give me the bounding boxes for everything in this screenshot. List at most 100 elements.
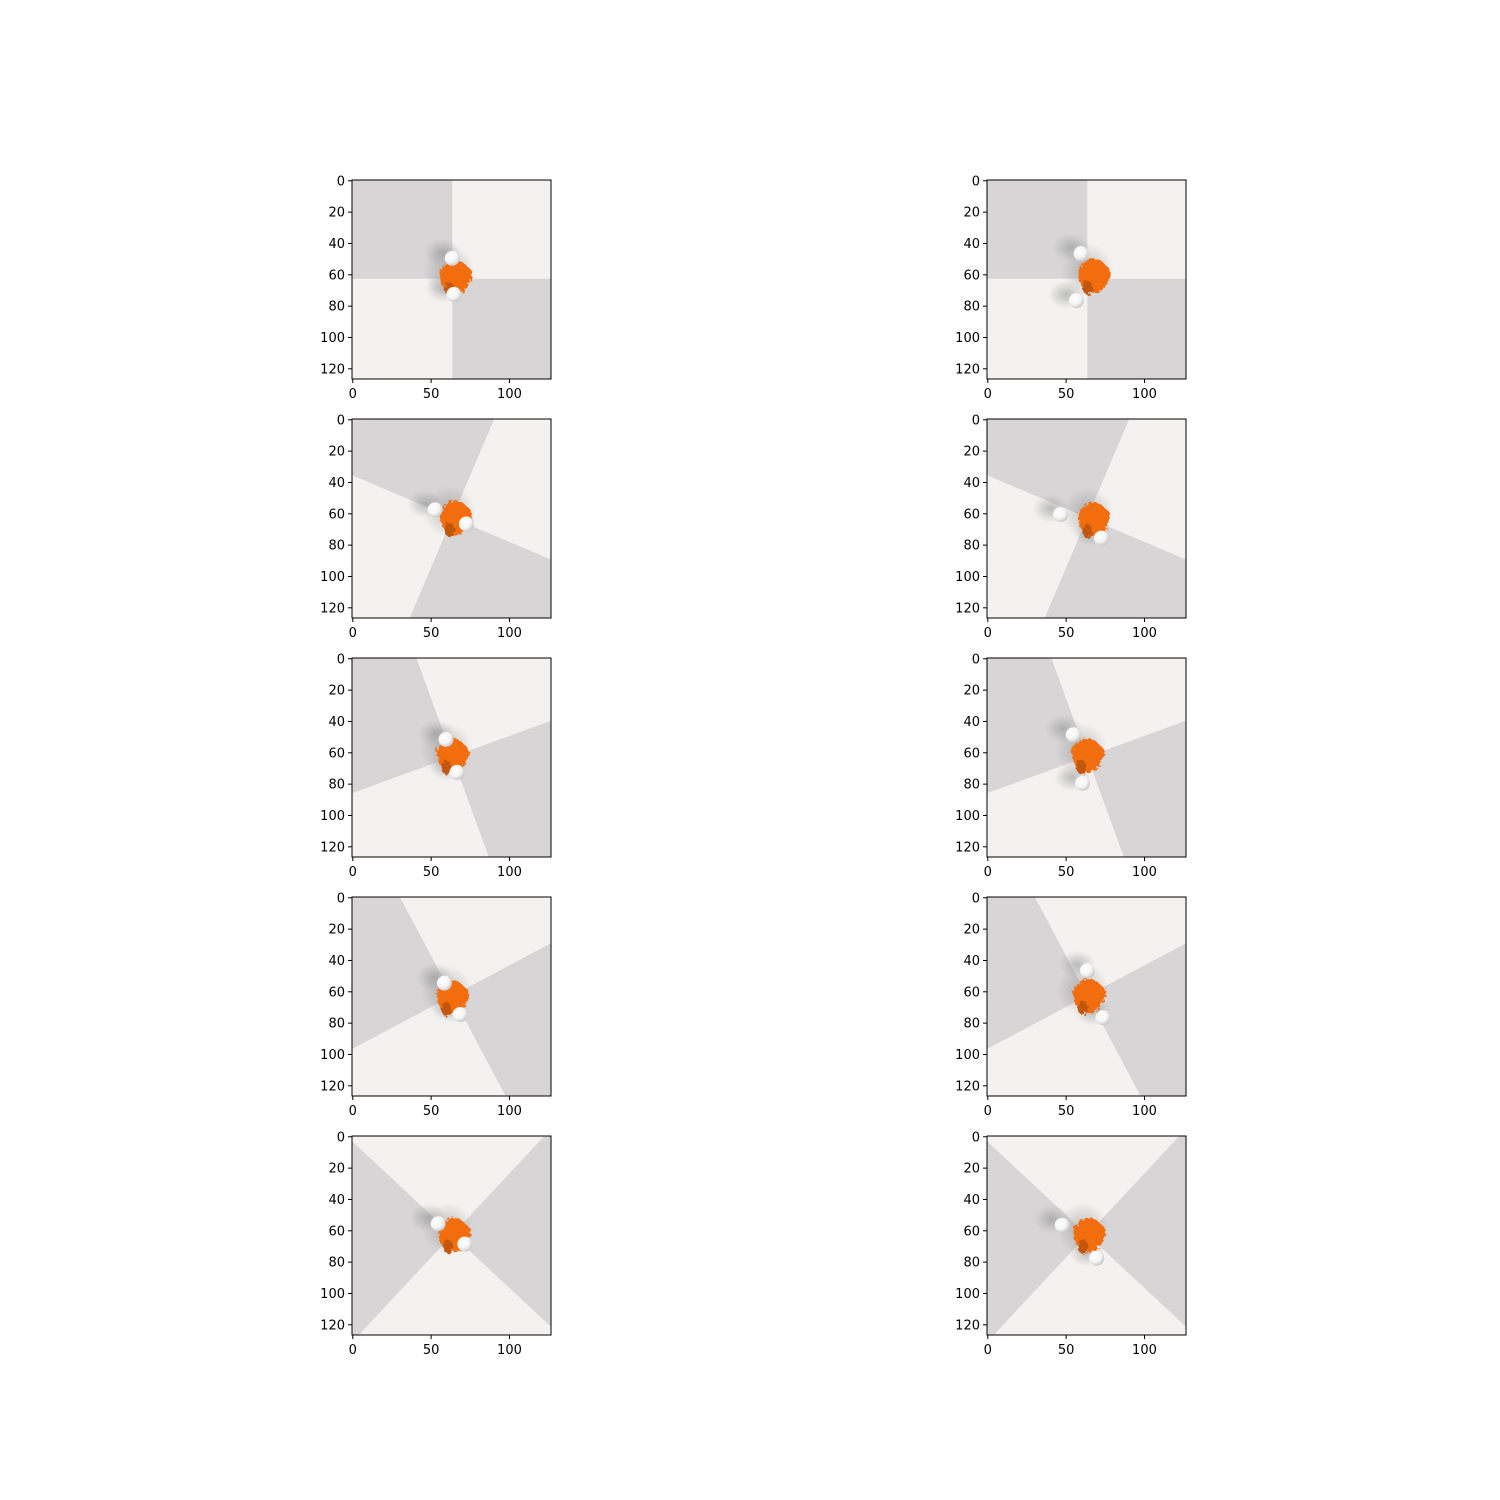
panel-row-1-right: 0 20 40 60 80 100 120 0 50 100 (955, 174, 1187, 402)
orange-object (436, 980, 470, 1017)
y-tick-label: 40 (963, 1193, 980, 1208)
y-tick-label: 120 (955, 1318, 980, 1333)
object-lobe (436, 746, 449, 757)
y-tick-label: 20 (328, 206, 345, 221)
x-tick-label: 50 (423, 1104, 440, 1119)
panel-row-3-right: 0 20 40 60 80 100 120 0 50 100 (955, 652, 1187, 880)
panel-row-2-left: 0 20 40 60 80 100 120 0 50 100 (320, 413, 552, 641)
x-tick-label: 0 (349, 387, 357, 402)
dark-sector (452, 943, 551, 1096)
y-tick-label: 100 (955, 1287, 980, 1302)
dark-sector (1087, 278, 1186, 379)
panel-row-5-right: 0 20 40 60 80 100 120 0 50 100 (955, 1130, 1187, 1358)
x-tick-label: 100 (1132, 1104, 1157, 1119)
y-tick-label: 100 (320, 1048, 345, 1063)
y-tick-label: 100 (955, 331, 980, 346)
x-tick-label: 50 (1058, 626, 1075, 641)
panel-image (987, 658, 1186, 857)
dark-sector (1087, 720, 1186, 857)
object-lobe (1076, 760, 1087, 775)
object-lobe (442, 1239, 453, 1254)
y-tick-label: 0 (337, 652, 345, 667)
dark-sector (352, 1141, 453, 1335)
white-sphere (430, 1216, 446, 1232)
object-lobe (1089, 984, 1106, 1003)
y-tick-label: 40 (328, 954, 345, 969)
y-tick-label: 120 (955, 1079, 980, 1094)
x-tick-label: 0 (984, 865, 992, 880)
orange-object (1071, 738, 1105, 775)
x-tick-label: 100 (1132, 387, 1157, 402)
dark-sector (987, 1141, 1088, 1335)
axes-frame (986, 896, 1187, 1097)
orange-object (1072, 1217, 1106, 1254)
y-tick-label: 60 (963, 985, 980, 1000)
object-lobe (456, 266, 473, 285)
object-lobe (1072, 986, 1085, 997)
y-tick-label: 40 (963, 237, 980, 252)
y-tick-label: 60 (328, 268, 345, 283)
x-tick-label: 50 (1058, 865, 1075, 880)
dark-sector (987, 180, 1088, 279)
y-tick-label: 0 (972, 891, 980, 906)
dark-sector (1087, 943, 1186, 1096)
axes-frame (986, 1135, 1187, 1336)
orange-object (1077, 258, 1111, 295)
y-tick-label: 60 (328, 746, 345, 761)
y-tick-label: 120 (955, 362, 980, 377)
x-tick-label: 0 (984, 387, 992, 402)
x-tick-label: 0 (984, 1343, 992, 1358)
y-tick-label: 40 (328, 237, 345, 252)
x-tick-label: 100 (497, 1343, 522, 1358)
white-sphere (449, 764, 465, 780)
white-sphere (446, 286, 462, 302)
y-tick-label: 80 (328, 300, 345, 315)
object-lobe (1077, 510, 1090, 521)
x-tick-label: 0 (349, 1104, 357, 1119)
white-sphere (1065, 727, 1081, 743)
white-sphere (444, 250, 460, 266)
y-tick-label: 40 (328, 1193, 345, 1208)
y-tick-label: 100 (955, 570, 980, 585)
panel-image (987, 419, 1186, 618)
y-tick-label: 120 (320, 362, 345, 377)
x-tick-label: 100 (497, 865, 522, 880)
panel-row-4-right: 0 20 40 60 80 100 120 0 50 100 (955, 891, 1187, 1119)
y-tick-label: 40 (963, 954, 980, 969)
object-lobe (1077, 266, 1090, 277)
y-tick-label: 120 (955, 840, 980, 855)
y-tick-label: 120 (320, 1079, 345, 1094)
y-tick-label: 60 (963, 268, 980, 283)
y-tick-label: 0 (972, 174, 980, 189)
white-sphere (438, 731, 454, 747)
y-tick-label: 120 (320, 601, 345, 616)
y-tick-label: 80 (963, 778, 980, 793)
panel-image (987, 897, 1186, 1096)
white-sphere (1095, 1010, 1111, 1026)
white-sphere (1053, 507, 1069, 523)
panel-row-3-left: 0 20 40 60 80 100 120 0 50 100 (320, 652, 552, 880)
object-lobe (453, 744, 470, 763)
object-lobe (439, 268, 452, 279)
x-tick-label: 100 (1132, 626, 1157, 641)
white-sphere (1054, 1217, 1070, 1233)
y-tick-label: 120 (320, 1318, 345, 1333)
y-tick-label: 100 (955, 809, 980, 824)
panel-row-5-left: 0 20 40 60 80 100 120 0 50 100 (320, 1130, 552, 1358)
x-tick-label: 50 (423, 1343, 440, 1358)
x-tick-label: 0 (984, 1104, 992, 1119)
y-tick-label: 0 (337, 174, 345, 189)
y-tick-label: 40 (963, 715, 980, 730)
y-tick-label: 0 (337, 413, 345, 428)
panel-image (352, 897, 551, 1096)
y-tick-label: 100 (320, 1287, 345, 1302)
white-sphere (1089, 1250, 1105, 1266)
dark-sector (352, 180, 453, 279)
y-tick-label: 0 (337, 891, 345, 906)
y-tick-label: 0 (337, 1130, 345, 1145)
y-tick-label: 120 (320, 840, 345, 855)
x-tick-label: 50 (423, 865, 440, 880)
y-tick-label: 20 (328, 1162, 345, 1177)
y-tick-label: 20 (328, 684, 345, 699)
